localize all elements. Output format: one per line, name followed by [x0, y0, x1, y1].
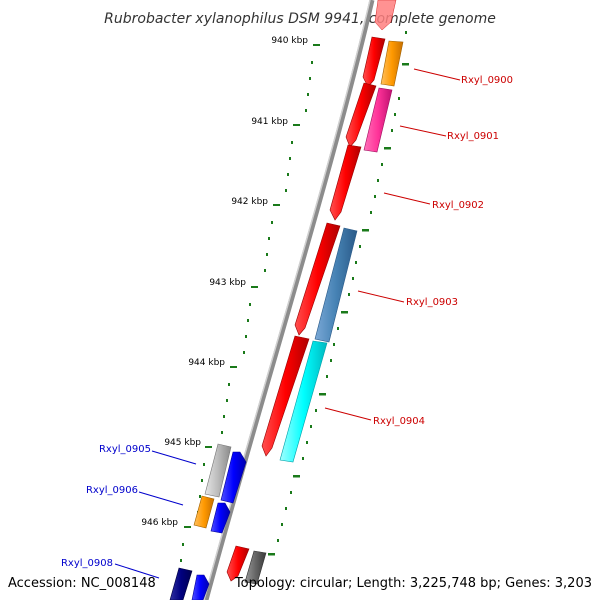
gene-rxyl-0903[interactable] — [294, 222, 358, 343]
gene-arrow[interactable] — [191, 574, 210, 600]
gene-rxyl-0908[interactable] — [169, 567, 210, 600]
kbp-label: 946 kbp — [141, 518, 178, 528]
gene-label-rxyl-0908[interactable]: Rxyl_0908 — [61, 558, 113, 569]
kbp-label: 943 kbp — [209, 278, 246, 288]
cog-bar — [380, 40, 404, 87]
kbp-label: 942 kbp — [231, 197, 268, 207]
cog-bar — [169, 567, 193, 600]
kbp-label: 945 kbp — [164, 438, 201, 448]
kbp-label: 940 kbp — [271, 36, 308, 46]
kbp-label: 944 kbp — [188, 358, 225, 368]
gene-rxyl-0904[interactable] — [261, 335, 328, 463]
cog-bar — [279, 340, 328, 463]
map-title: Rubrobacter xylanophilus DSM 9941, compl… — [104, 11, 496, 27]
gene-label-rxyl-0906[interactable]: Rxyl_0906 — [86, 485, 138, 496]
gene-arrow[interactable] — [345, 82, 377, 148]
gene-rxyl-0906[interactable] — [193, 495, 231, 534]
gene-label-rxyl-0903[interactable]: Rxyl_0903 — [406, 297, 458, 308]
gene-arrow[interactable] — [329, 144, 362, 221]
cog-bar — [204, 443, 232, 498]
gene-rxyl-0905[interactable] — [204, 443, 247, 504]
gene-arrow-bottom[interactable] — [226, 545, 267, 585]
gene-label-rxyl-0902[interactable]: Rxyl_0902 — [432, 200, 484, 211]
gene-label-rxyl-0900[interactable]: Rxyl_0900 — [461, 75, 513, 86]
genome-summary-text: Topology: circular; Length: 3,225,748 bp… — [234, 576, 592, 591]
gene-rxyl-0902[interactable] — [329, 144, 362, 221]
gene-labels: Rxyl_0900 Rxyl_0901 Rxyl_0902 Rxyl_0903 … — [61, 68, 513, 579]
outer-ruler — [268, 31, 409, 556]
gene-arrow[interactable] — [210, 502, 231, 534]
kbp-label: 941 kbp — [251, 117, 288, 127]
gene-label-rxyl-0901[interactable]: Rxyl_0901 — [447, 131, 499, 142]
gene-label-rxyl-0904[interactable]: Rxyl_0904 — [373, 416, 425, 427]
gene-rxyl-0900[interactable] — [362, 36, 404, 88]
gene-arrow-partial[interactable] — [374, 0, 397, 31]
genome-backbone — [203, 0, 375, 600]
gene-arrow[interactable] — [294, 222, 341, 336]
gene-label-rxyl-0905[interactable]: Rxyl_0905 — [99, 444, 151, 455]
cog-bar — [193, 495, 215, 529]
gene-rxyl-0901[interactable] — [345, 82, 393, 153]
gene-arrow[interactable] — [220, 451, 247, 504]
cog-bar — [314, 227, 358, 343]
cog-bar — [363, 87, 393, 153]
gene-arrow[interactable] — [261, 335, 310, 457]
kbp-ruler: 940 kbp 941 kbp 942 kbp 943 kbp 944 kbp … — [141, 36, 320, 578]
gene-arrow[interactable] — [362, 36, 386, 88]
accession-text: Accession: NC_008148 — [8, 576, 156, 591]
